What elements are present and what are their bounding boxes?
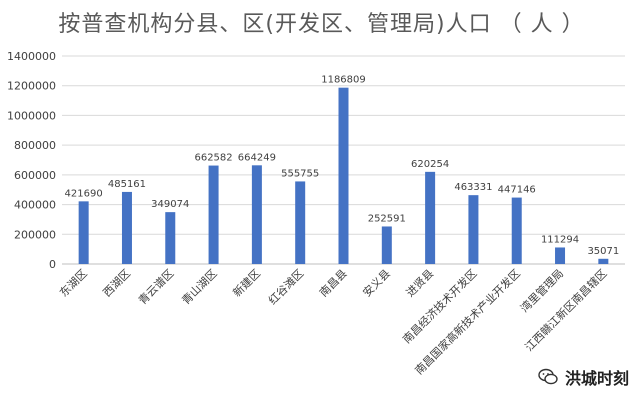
bar	[555, 247, 566, 264]
bar	[511, 197, 522, 264]
y-tick-label: 200000	[14, 228, 56, 241]
x-tick-label: 江西赣江新区南昌辖区	[522, 266, 610, 354]
watermark-text: 洪城时刻	[564, 369, 629, 388]
data-label: 664249	[238, 152, 276, 163]
x-tick-label: 西湖区	[101, 267, 134, 300]
data-label: 252591	[368, 213, 406, 224]
data-label: 662582	[194, 153, 232, 164]
x-tick-label: 青云谱区	[135, 266, 176, 307]
x-tick-label: 南昌县	[317, 267, 350, 300]
y-tick-label: 600000	[14, 169, 56, 182]
wechat-icon	[538, 368, 558, 385]
data-label: 35071	[587, 246, 619, 257]
data-label: 349074	[151, 199, 189, 210]
x-tick-label: 东湖区	[57, 267, 90, 300]
data-label: 463331	[454, 182, 492, 193]
data-label: 1186809	[321, 75, 366, 86]
data-label: 111294	[541, 234, 579, 245]
y-tick-label: 400000	[14, 199, 56, 212]
data-label: 421690	[65, 188, 103, 199]
bar	[78, 201, 89, 264]
y-tick-label: 800000	[14, 139, 56, 152]
x-tick-label: 安义县	[360, 266, 393, 299]
data-label: 620254	[411, 159, 449, 170]
bar	[468, 195, 479, 264]
bar	[338, 87, 349, 264]
bar	[251, 165, 262, 264]
data-label: 485161	[108, 179, 146, 190]
bar	[381, 226, 392, 264]
y-tick-label: 0	[49, 258, 56, 271]
x-tick-label: 新建区	[230, 266, 263, 299]
watermark: 洪城时刻	[537, 365, 629, 389]
bar	[121, 191, 132, 264]
y-tick-label: 1400000	[7, 50, 56, 63]
x-tick-label: 进贤县	[404, 267, 437, 300]
bar	[598, 258, 609, 264]
data-label: 555755	[281, 168, 319, 179]
bar	[425, 171, 436, 264]
bar	[295, 181, 306, 264]
chart-title: 按普查机构分县、区(开发区、管理局)人口 （ 人 ）	[58, 12, 585, 37]
y-tick-label: 1200000	[7, 80, 56, 93]
bar	[165, 212, 176, 264]
x-tick-label: 青山湖区	[179, 267, 219, 307]
y-tick-label: 1000000	[7, 109, 56, 122]
data-label: 447146	[498, 185, 536, 196]
bar	[208, 165, 219, 264]
x-tick-label: 南昌经济技术开发区	[400, 266, 480, 346]
x-tick-label: 红谷滩区	[265, 266, 306, 307]
